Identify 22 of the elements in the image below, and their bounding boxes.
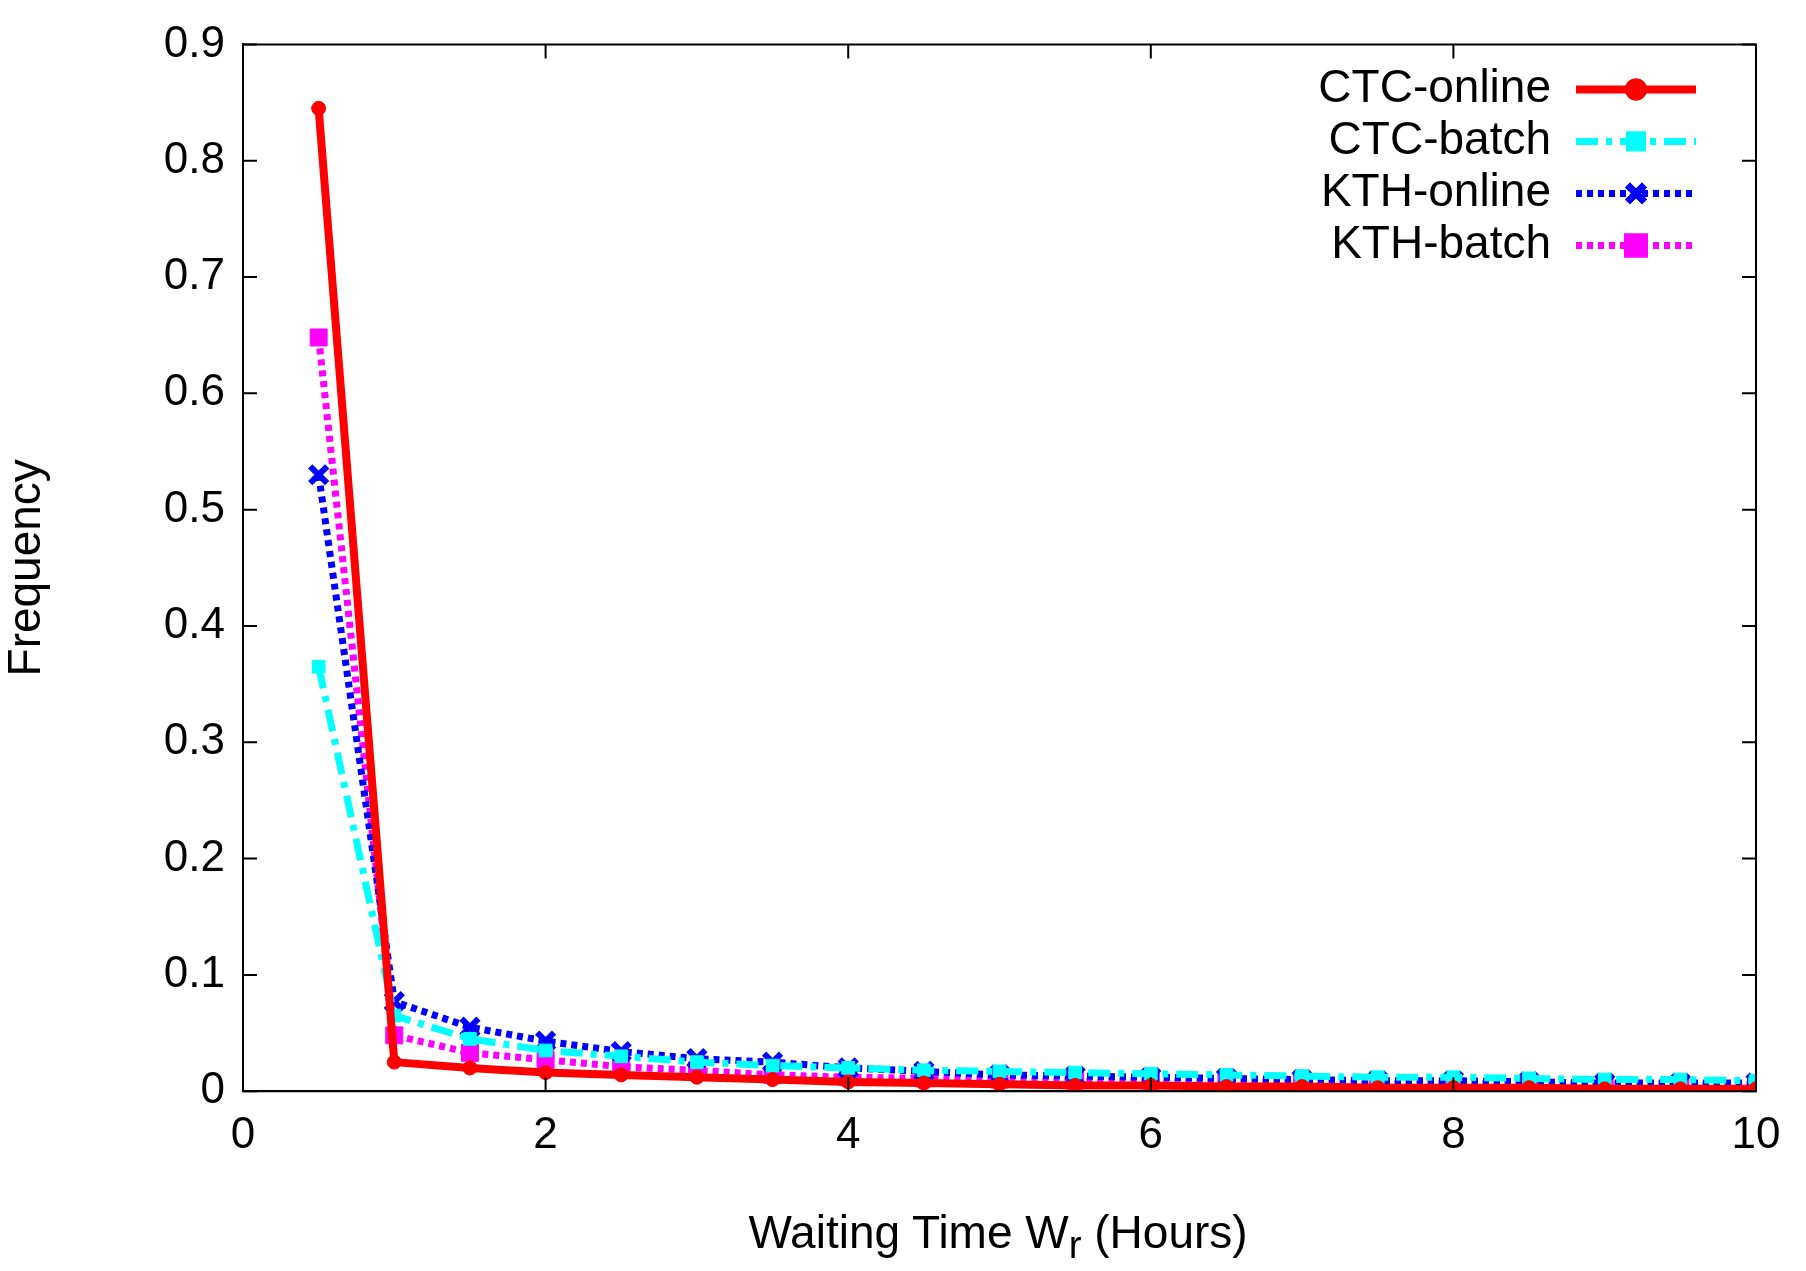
x-tick-label: 6 (1138, 1107, 1164, 1157)
legend-label: KTH-batch (1331, 216, 1551, 269)
x-tick-label: 8 (1441, 1107, 1466, 1157)
y-tick-label: 0.3 (163, 714, 225, 764)
y-axis-title: Frequency (0, 459, 51, 677)
y-tick-label: 0.8 (163, 132, 225, 182)
x-axis-title: Waiting Time W$_{r}$ (Hours) (747, 1205, 1249, 1268)
y-tick-label: 0.2 (163, 830, 225, 880)
y-tick-label: 0.4 (163, 598, 225, 648)
x-tick-label: 0 (230, 1107, 256, 1157)
y-tick-label: 0.7 (163, 249, 225, 299)
x-tick-label: 10 (1731, 1107, 1781, 1157)
y-tick-label: 0.9 (163, 16, 225, 66)
y-tick-label: 0.6 (163, 365, 225, 415)
x-tick-label: 4 (835, 1107, 861, 1157)
legend-label: CTC-batch (1328, 112, 1551, 165)
y-tick-label: 0 (200, 1063, 225, 1113)
x-tick-label: 2 (533, 1107, 558, 1157)
legend-label: CTC-online (1318, 60, 1551, 113)
y-tick-label: 0.5 (163, 481, 225, 531)
legend-label: KTH-online (1320, 164, 1551, 217)
y-tick-label: 0.1 (163, 947, 225, 997)
